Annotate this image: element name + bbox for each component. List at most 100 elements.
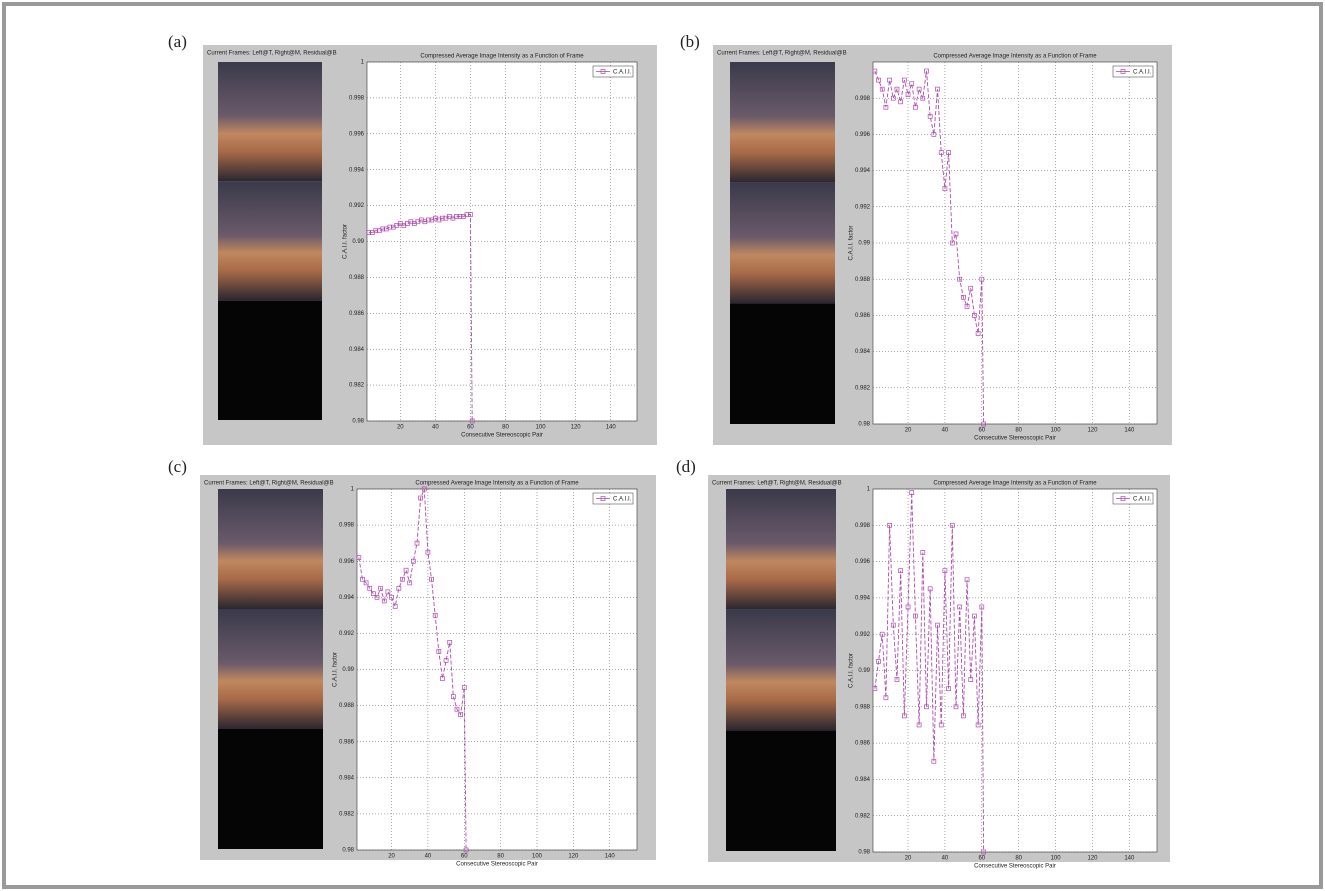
panel: (d) Current Frames: Left@T, Right@M, Resi… bbox=[676, 457, 1170, 870]
y-tick-label: 0.992 bbox=[349, 203, 365, 209]
x-tick-label: 20 bbox=[388, 854, 395, 860]
y-tick-label: 0.996 bbox=[855, 132, 871, 138]
x-tick-label: 100 bbox=[1051, 428, 1062, 434]
panel-label: (c) bbox=[168, 457, 187, 476]
x-tick-label: 60 bbox=[461, 854, 468, 860]
y-tick-label: 0.988 bbox=[349, 275, 365, 281]
frame-left bbox=[218, 62, 322, 181]
y-tick-label: 0.994 bbox=[855, 595, 871, 601]
x-axis-label: Consecutive Stereoscopic Pair bbox=[974, 436, 1056, 442]
y-tick-label: 0.992 bbox=[339, 631, 355, 637]
y-tick-label: 0.99 bbox=[858, 241, 870, 247]
x-tick-label: 140 bbox=[1124, 428, 1135, 434]
chart-title: Compressed Average Image Intensity as a … bbox=[933, 54, 1097, 60]
frames-header: Current Frames: Left@T, Right@M, Residua… bbox=[207, 51, 337, 57]
x-tick-label: 120 bbox=[568, 854, 579, 860]
panel-label: (b) bbox=[680, 32, 700, 51]
x-tick-label: 60 bbox=[978, 428, 985, 434]
y-tick-label: 0.986 bbox=[349, 311, 365, 317]
frame-right bbox=[218, 609, 323, 729]
frame-right bbox=[730, 183, 835, 304]
x-tick-label: 20 bbox=[397, 425, 404, 431]
y-tick-label: 0.996 bbox=[349, 131, 365, 137]
x-tick-label: 100 bbox=[1051, 856, 1062, 862]
frames-header: Current Frames: Left@T, Right@M, Residua… bbox=[712, 481, 842, 487]
frame-left bbox=[730, 62, 835, 183]
frame-right bbox=[726, 610, 836, 731]
y-tick-label: 0.996 bbox=[339, 559, 355, 565]
frame-left bbox=[726, 489, 836, 610]
x-tick-label: 40 bbox=[425, 854, 432, 860]
x-tick-label: 40 bbox=[942, 856, 949, 862]
chart-title: Compressed Average Image Intensity as a … bbox=[415, 481, 579, 487]
y-tick-label: 0.986 bbox=[855, 313, 871, 319]
y-tick-label: 0.98 bbox=[352, 419, 364, 425]
x-tick-label: 20 bbox=[905, 428, 912, 434]
frame-right bbox=[218, 181, 322, 300]
panel: (a)Current Frames: Left@T, Right@M, Resi… bbox=[168, 32, 657, 445]
frame-residual bbox=[218, 729, 323, 849]
y-tick-label: 0.998 bbox=[339, 523, 355, 529]
chart-title: Compressed Average Image Intensity as a … bbox=[933, 481, 1097, 487]
y-axis-label: C.A.I.I. factor bbox=[849, 225, 855, 260]
y-tick-label: 0.988 bbox=[339, 703, 355, 709]
frame-left bbox=[218, 489, 323, 609]
y-axis-label: C.A.I.I. factor bbox=[849, 653, 855, 688]
x-tick-label: 80 bbox=[1015, 856, 1022, 862]
legend-label: C.A.I.I. bbox=[1133, 70, 1152, 76]
chart-title: Compressed Average Image Intensity as a … bbox=[420, 54, 584, 60]
legend-label: C.A.I.I. bbox=[613, 70, 632, 76]
y-tick-label: 0.98 bbox=[858, 850, 870, 856]
frame-residual bbox=[730, 303, 835, 424]
x-tick-label: 120 bbox=[1087, 428, 1098, 434]
y-tick-label: 0.984 bbox=[349, 347, 365, 353]
x-axis-label: Consecutive Stereoscopic Pair bbox=[461, 433, 543, 439]
x-tick-label: 100 bbox=[536, 425, 547, 431]
x-tick-label: 100 bbox=[532, 854, 543, 860]
y-tick-label: 0.986 bbox=[855, 741, 871, 747]
x-tick-label: 120 bbox=[571, 425, 582, 431]
y-tick-label: 0.99 bbox=[352, 239, 364, 245]
y-tick-label: 0.994 bbox=[349, 167, 365, 173]
x-axis-label: Consecutive Stereoscopic Pair bbox=[456, 862, 538, 868]
x-tick-label: 40 bbox=[942, 428, 949, 434]
x-tick-label: 80 bbox=[502, 425, 509, 431]
y-tick-label: 0.982 bbox=[339, 811, 355, 817]
y-axis-label: C.A.I.I. factor bbox=[333, 652, 339, 687]
y-tick-label: 0.99 bbox=[858, 668, 870, 674]
x-tick-label: 60 bbox=[467, 425, 474, 431]
y-tick-label: 0.998 bbox=[855, 523, 871, 529]
x-tick-label: 140 bbox=[605, 854, 616, 860]
frame-residual bbox=[218, 301, 322, 420]
y-tick-label: 0.992 bbox=[855, 632, 871, 638]
y-tick-label: 0.996 bbox=[855, 559, 871, 565]
y-tick-label: 0.98 bbox=[342, 848, 354, 854]
panel-label: (d) bbox=[676, 457, 696, 476]
x-tick-label: 80 bbox=[1015, 428, 1022, 434]
figure: (a)Current Frames: Left@T, Right@M, Resi… bbox=[0, 0, 1325, 891]
y-tick-label: 0.998 bbox=[855, 96, 871, 102]
x-tick-label: 120 bbox=[1087, 856, 1098, 862]
panel: (b) Current Frames: Left@T, Right@M, Resi… bbox=[680, 32, 1172, 445]
y-tick-label: 0.984 bbox=[339, 775, 355, 781]
y-tick-label: 0.982 bbox=[349, 383, 365, 389]
x-tick-label: 60 bbox=[978, 856, 985, 862]
x-tick-label: 20 bbox=[905, 856, 912, 862]
y-tick-label: 0.988 bbox=[855, 704, 871, 710]
x-tick-label: 140 bbox=[606, 425, 617, 431]
panel: (c)Current Frames: Left@T, Right@M, Resi… bbox=[168, 457, 656, 868]
x-tick-label: 80 bbox=[497, 854, 504, 860]
y-tick-label: 0.982 bbox=[855, 813, 871, 819]
y-tick-label: 0.984 bbox=[855, 777, 871, 783]
x-axis-label: Consecutive Stereoscopic Pair bbox=[974, 864, 1056, 870]
y-tick-label: 0.984 bbox=[855, 349, 871, 355]
legend-label: C.A.I.I. bbox=[1133, 497, 1152, 503]
x-tick-label: 40 bbox=[432, 425, 439, 431]
y-tick-label: 0.986 bbox=[339, 739, 355, 745]
frames-header: Current Frames: Left@T, Right@M, Residua… bbox=[717, 51, 847, 57]
legend-label: C.A.I.I. bbox=[613, 497, 632, 503]
y-tick-label: 0.98 bbox=[858, 422, 870, 428]
frame-residual bbox=[726, 730, 836, 851]
y-tick-label: 0.988 bbox=[855, 277, 871, 283]
y-tick-label: 0.99 bbox=[342, 667, 354, 673]
